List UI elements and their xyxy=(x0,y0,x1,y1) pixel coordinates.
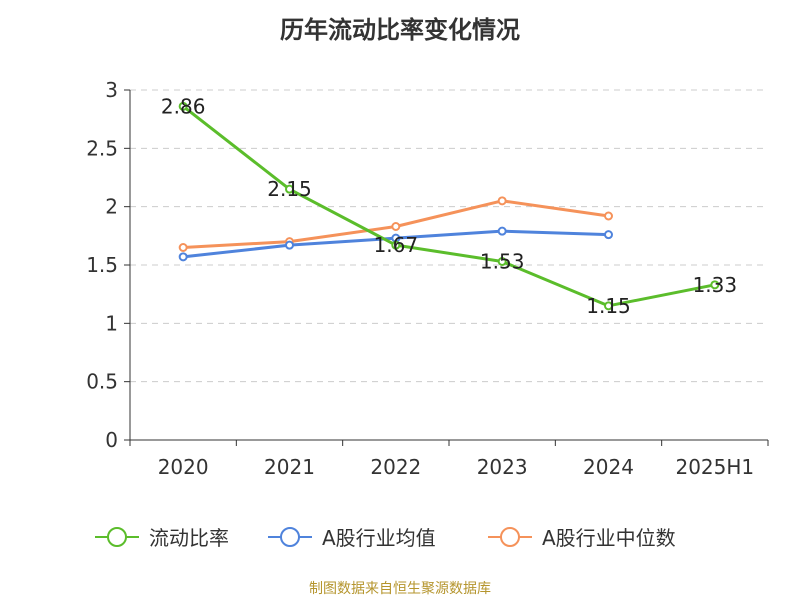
y-tick-label: 3 xyxy=(105,78,118,102)
data-point xyxy=(604,230,613,240)
source-note: 制图数据来自恒生聚源数据库 xyxy=(309,581,491,597)
y-tick-label: 1 xyxy=(105,311,118,335)
data-point xyxy=(178,243,188,252)
legend-label: 流动比率 xyxy=(149,526,229,550)
x-tick-label: 2020 xyxy=(158,455,209,479)
y-tick-label: 0 xyxy=(105,428,118,452)
legend-label: A股行业均值 xyxy=(322,526,436,550)
data-point xyxy=(497,196,507,206)
data-point xyxy=(285,240,294,250)
data-point xyxy=(178,252,188,262)
data-point xyxy=(178,101,188,111)
data-label: 1.67 xyxy=(374,233,419,257)
data-label: 2.15 xyxy=(267,177,312,201)
legend-label: A股行业中位数 xyxy=(542,526,676,550)
x-tick-label: 2023 xyxy=(477,455,528,479)
legend-item[interactable]: A股行业中位数 xyxy=(488,526,676,550)
y-tick-label: 2 xyxy=(105,195,118,219)
data-point xyxy=(497,226,507,236)
data-point xyxy=(710,280,720,290)
y-tick-label: 0.5 xyxy=(86,370,118,394)
data-label: 1.53 xyxy=(480,250,525,274)
x-tick-label: 2024 xyxy=(583,455,634,479)
data-point xyxy=(285,184,294,194)
data-point xyxy=(391,240,401,250)
data-point xyxy=(604,301,613,311)
x-tick-label: 2021 xyxy=(264,455,315,479)
axes: 0 0.5 1 1.5 2 2.5 3 2020 2021 2022 2023 2024 2025H1 xyxy=(86,78,769,479)
data-point xyxy=(604,211,613,221)
data-label: 2.86 xyxy=(161,94,206,118)
grid-lines xyxy=(130,89,768,383)
legend-marker xyxy=(280,527,300,547)
data-point xyxy=(497,257,507,266)
legend-item[interactable]: 流动比率 xyxy=(95,526,229,550)
data-label: 1.33 xyxy=(693,273,738,297)
legend-item[interactable]: A股行业均值 xyxy=(268,526,436,550)
y-tick-label: 1.5 xyxy=(86,253,118,277)
data-point xyxy=(391,222,401,231)
legend-marker xyxy=(500,527,520,547)
legend-marker xyxy=(107,527,127,547)
series-line xyxy=(182,105,716,308)
x-tick-label: 2022 xyxy=(370,455,421,479)
data-label: 1.15 xyxy=(586,294,631,318)
y-tick-label: 2.5 xyxy=(86,136,118,160)
data-labels: 2.86 2.15 1.67 1.53 1.15 1.33 xyxy=(161,94,737,318)
chart-title: 历年流动比率变化情况 xyxy=(280,16,520,44)
series-lines xyxy=(178,101,720,311)
legend[interactable]: 流动比率 A股行业均值 A股行业中位数 xyxy=(95,526,676,550)
x-tick-label: 2025H1 xyxy=(675,455,754,479)
